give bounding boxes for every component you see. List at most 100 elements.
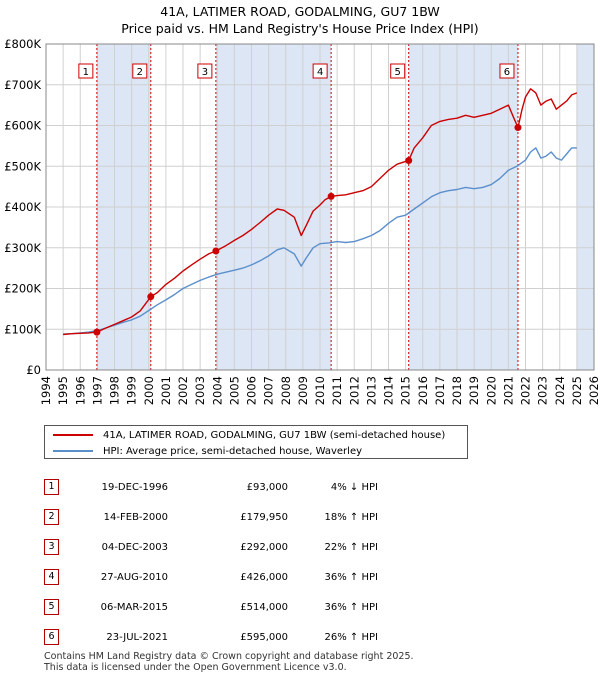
sale-label-box xyxy=(312,63,328,79)
y-tick-label: £800K xyxy=(4,37,41,51)
sale-label-number: 3 xyxy=(202,67,208,78)
sale-price: £426,000 xyxy=(240,571,288,583)
footer-licence: This data is licensed under the Open Gov… xyxy=(44,662,347,673)
sale-date: 23-JUL-2021 xyxy=(106,631,168,643)
x-tick-label: 1998 xyxy=(108,376,122,405)
sale-date: 19-DEC-1996 xyxy=(101,481,168,493)
x-tick-label: 2014 xyxy=(382,376,396,405)
x-tick-label: 2004 xyxy=(210,376,224,405)
sale-number-badge: 5 xyxy=(44,599,59,615)
x-tick-label: 1994 xyxy=(39,376,53,405)
x-tick-label: 2001 xyxy=(159,376,173,405)
sale-price: £179,950 xyxy=(240,511,288,523)
x-tick-label: 2005 xyxy=(227,376,241,405)
sale-price: £595,000 xyxy=(240,631,288,643)
x-tick-label: 2017 xyxy=(433,376,447,405)
hpi-line xyxy=(63,147,577,335)
x-tick-label: 2009 xyxy=(296,376,310,405)
y-tick-label: £700K xyxy=(4,78,41,92)
y-tick-label: £600K xyxy=(4,119,41,133)
sale-price: £514,000 xyxy=(240,601,288,613)
x-tick-label: 2025 xyxy=(570,376,584,405)
legend-item-hpi: HPI: Average price, semi-detached house,… xyxy=(45,443,362,459)
x-tick-label: 2011 xyxy=(330,376,344,405)
sale-point xyxy=(212,247,220,255)
x-tick-label: 2026 xyxy=(587,376,600,405)
x-tick-label: 2019 xyxy=(467,376,481,405)
sale-label-number: 2 xyxy=(137,67,143,78)
y-tick-label: £500K xyxy=(4,159,41,173)
x-tick-label: 2023 xyxy=(536,376,550,405)
sale-number-badge: 2 xyxy=(44,509,59,525)
table-row: 4 27-AUG-2010 £426,000 36% ↑ HPI xyxy=(44,562,378,592)
sale-date: 06-MAR-2015 xyxy=(100,601,168,613)
x-tick-label: 2012 xyxy=(347,376,361,405)
y-tick-label: £400K xyxy=(4,200,41,214)
sale-hpi-diff: 36% ↑ HPI xyxy=(324,571,378,583)
x-tick-label: 2021 xyxy=(501,376,515,405)
x-tick-label: 2016 xyxy=(416,376,430,405)
x-tick-label: 2000 xyxy=(142,376,156,405)
sale-label-number: 1 xyxy=(83,67,89,78)
sale-label-box xyxy=(132,63,148,79)
sale-number-badge: 6 xyxy=(44,629,59,645)
x-tick-label: 2010 xyxy=(313,376,327,405)
sale-label-number: 5 xyxy=(395,67,401,78)
price-chart: £0 £100K £200K £300K £400K £500K £600K £700K £80… xyxy=(4,37,600,405)
sale-point xyxy=(514,124,522,132)
x-tick-label: 1995 xyxy=(56,376,70,405)
sale-point xyxy=(147,293,155,301)
sale-date: 27-AUG-2010 xyxy=(100,571,168,583)
sale-label-box xyxy=(390,63,406,79)
table-row: 1 19-DEC-1996 £93,000 4% ↓ HPI xyxy=(44,472,378,502)
sale-label-number: 4 xyxy=(317,67,323,78)
attribution-footer: Contains HM Land Registry data © Crown c… xyxy=(44,651,414,673)
legend-swatch-hpi xyxy=(53,450,93,452)
sale-hpi-diff: 4% ↓ HPI xyxy=(330,481,378,493)
y-tick-label: £300K xyxy=(4,241,41,255)
sale-point xyxy=(327,192,335,200)
table-row: 6 23-JUL-2021 £595,000 26% ↑ HPI xyxy=(44,622,378,652)
footer-copyright: Contains HM Land Registry data © Crown c… xyxy=(44,651,414,662)
legend-item-property: 41A, LATIMER ROAD, GODALMING, GU7 1BW (s… xyxy=(45,427,445,443)
table-row: 5 06-MAR-2015 £514,000 36% ↑ HPI xyxy=(44,592,378,622)
x-tick-label: 2007 xyxy=(262,376,276,405)
x-tick-label: 2024 xyxy=(553,376,567,405)
x-tick-label: 1997 xyxy=(90,376,104,405)
x-tick-label: 2002 xyxy=(176,376,190,405)
x-tick-label: 2022 xyxy=(519,376,533,405)
sale-date: 14-FEB-2000 xyxy=(103,511,168,523)
table-row: 2 14-FEB-2000 £179,950 18% ↑ HPI xyxy=(44,502,378,532)
sale-hpi-diff: 22% ↑ HPI xyxy=(324,541,378,553)
legend-swatch-property xyxy=(53,434,93,436)
legend-label-property: 41A, LATIMER ROAD, GODALMING, GU7 1BW (s… xyxy=(103,429,446,441)
sale-label-box xyxy=(78,63,94,79)
x-tick-label: 2020 xyxy=(484,376,498,405)
sale-number-badge: 1 xyxy=(44,479,59,495)
sales-table: 1 19-DEC-1996 £93,000 4% ↓ HPI 2 14-FEB-… xyxy=(44,472,378,652)
sale-hpi-diff: 18% ↑ HPI xyxy=(324,511,378,523)
y-tick-label: £0 xyxy=(26,363,41,377)
sale-label-box xyxy=(197,63,213,79)
chart-title-line1: 41A, LATIMER ROAD, GODALMING, GU7 1BW xyxy=(160,4,440,19)
table-row: 3 04-DEC-2003 £292,000 22% ↑ HPI xyxy=(44,532,378,562)
chart-title-line2: Price paid vs. HM Land Registry's House … xyxy=(121,21,479,36)
sale-label-number: 6 xyxy=(504,67,510,78)
sale-label-box xyxy=(499,63,515,79)
y-tick-label: £100K xyxy=(4,322,41,336)
chart-legend: 41A, LATIMER ROAD, GODALMING, GU7 1BW (s… xyxy=(44,425,468,459)
x-tick-label: 2015 xyxy=(399,376,413,405)
sale-price: £292,000 xyxy=(240,541,288,553)
legend-label-hpi: HPI: Average price, semi-detached house,… xyxy=(103,445,363,457)
x-tick-label: 2018 xyxy=(450,376,464,405)
sale-hpi-diff: 26% ↑ HPI xyxy=(324,631,378,643)
y-tick-label: £200K xyxy=(4,282,41,296)
x-tick-label: 2006 xyxy=(245,376,259,405)
x-tick-label: 2008 xyxy=(279,376,293,405)
sale-point xyxy=(93,328,101,336)
sale-point xyxy=(405,157,413,165)
sale-number-badge: 3 xyxy=(44,539,59,555)
x-tick-label: 2013 xyxy=(364,376,378,405)
sale-price: £93,000 xyxy=(246,481,288,493)
x-tick-label: 2003 xyxy=(193,376,207,405)
